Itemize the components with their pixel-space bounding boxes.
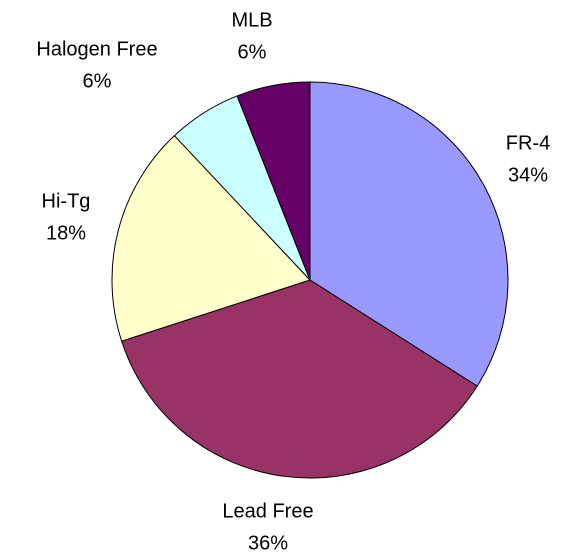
pie-slice [111,134,311,342]
slice-value-label: 6% [238,41,267,63]
slice-value-label: 18% [46,222,86,244]
slice-label: Lead Free [222,500,313,522]
slice-value-label: 34% [508,164,548,186]
slice-label: FR-4 [506,132,550,154]
pie-slice [121,279,478,479]
slice-label: Halogen Free [36,38,157,60]
slice-label: Hi-Tg [42,190,91,212]
slice-value-label: 6% [83,70,112,92]
slice-value-label: 36% [248,532,288,553]
slice-label: MLB [231,9,272,31]
pie-slice [309,81,509,387]
pie-slice [236,81,311,281]
